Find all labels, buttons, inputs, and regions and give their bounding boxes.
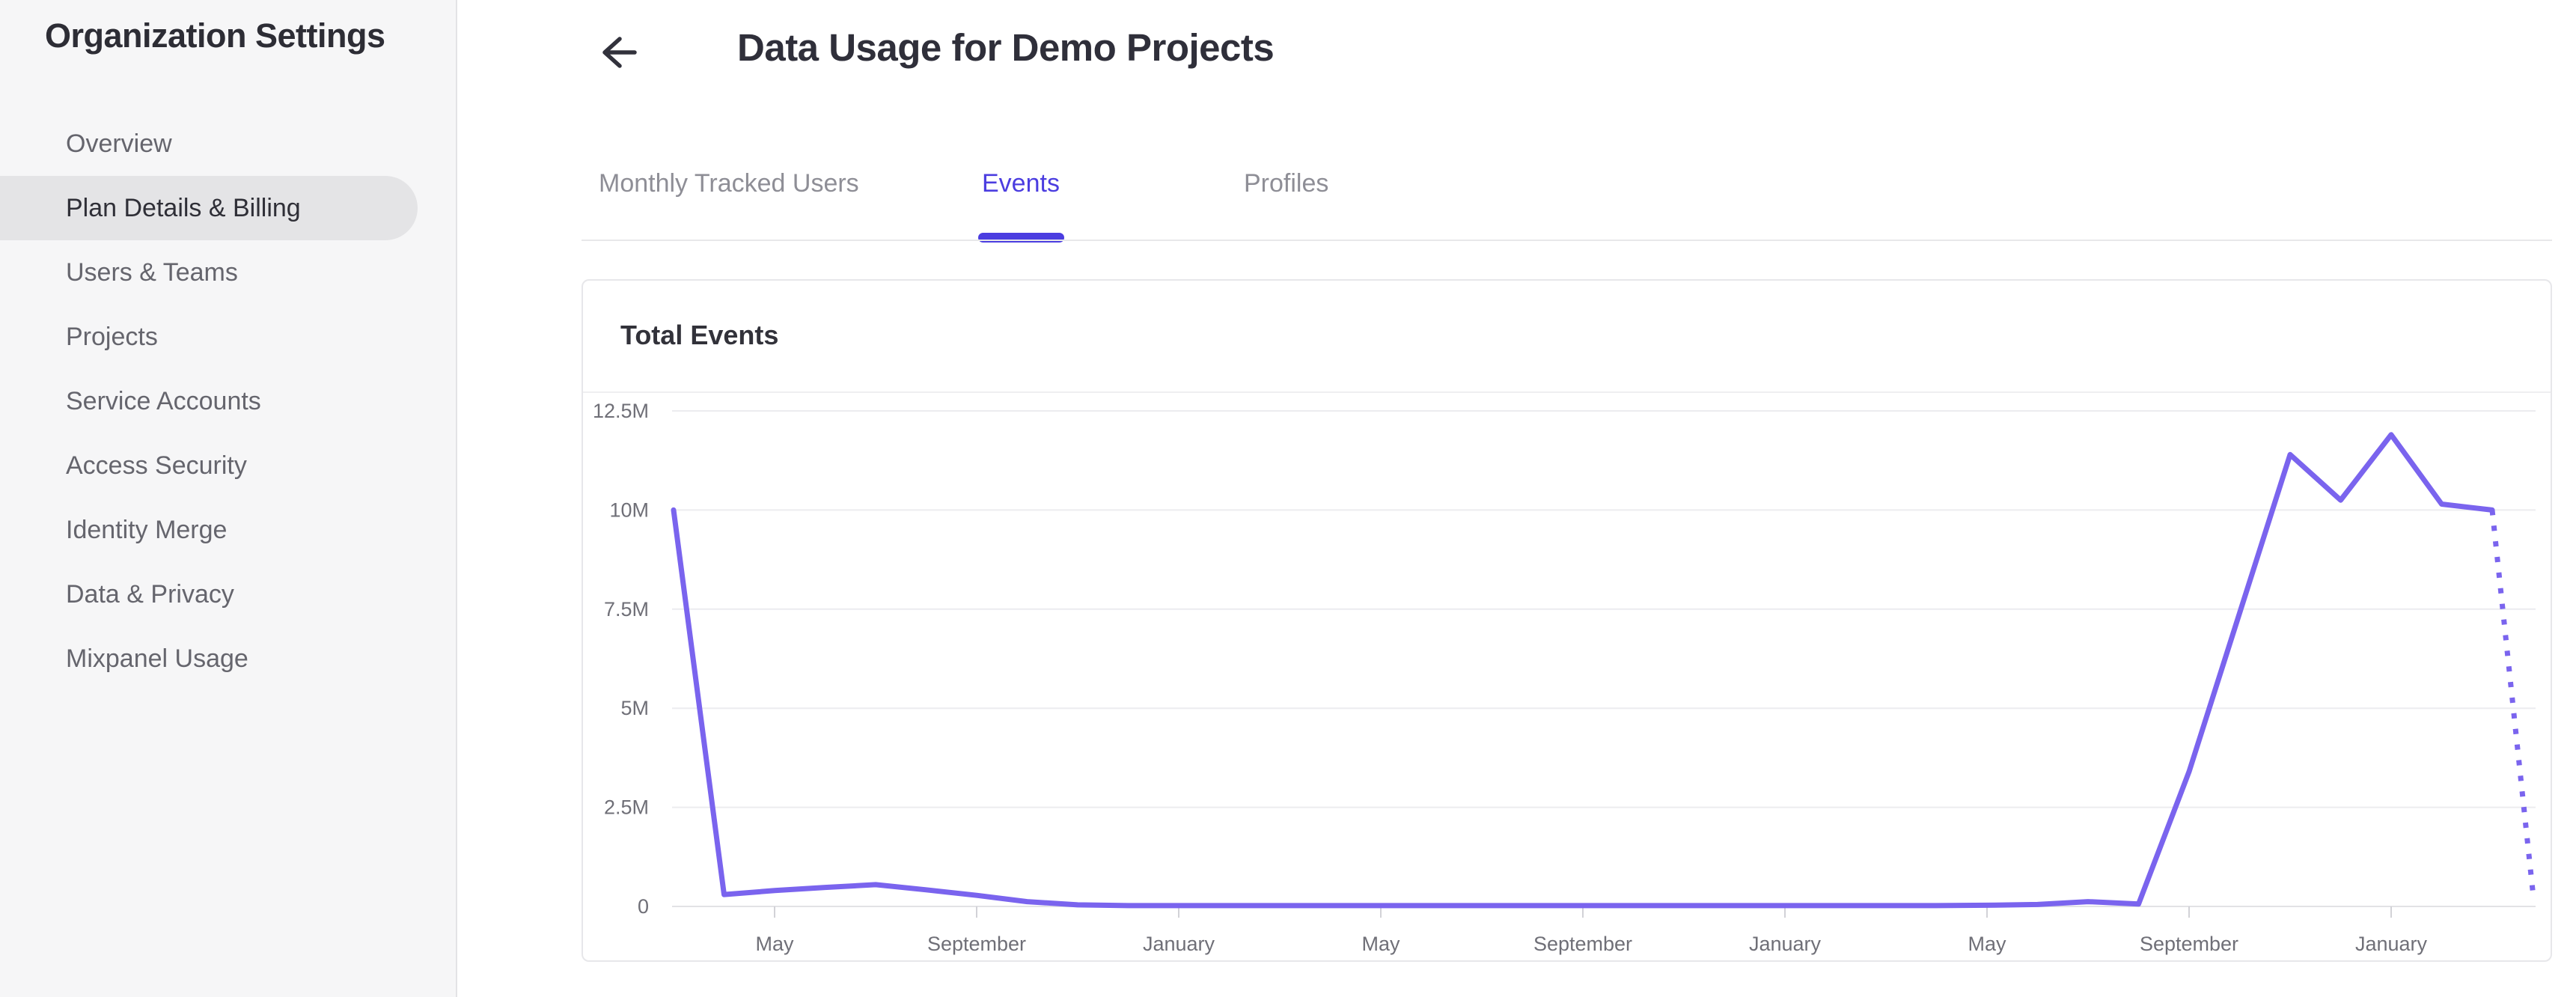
- tab-monthly-tracked-users[interactable]: Monthly Tracked Users: [599, 169, 859, 198]
- sidebar-item-label: Access Security: [66, 451, 247, 480]
- total-events-card: Total Events 0 2.5M 5M 7.5M 10M 12.5M May Septe…: [582, 279, 2552, 962]
- tab-label: Monthly Tracked Users: [599, 169, 859, 198]
- sidebar-title: Organization Settings: [45, 16, 385, 55]
- sidebar-item-label: Identity Merge: [66, 515, 228, 544]
- events-line-projection: [2489, 510, 2536, 897]
- y-axis-label: 12.5M: [593, 400, 649, 422]
- tab-label: Events: [982, 169, 1060, 198]
- x-axis-label: January: [2355, 933, 2428, 955]
- sidebar-item-access-security[interactable]: Access Security: [0, 433, 457, 498]
- y-axis-label: 7.5M: [604, 598, 649, 621]
- x-axis-label: May: [1361, 933, 1400, 955]
- x-axis-label: January: [1143, 933, 1215, 955]
- tab-label: Profiles: [1244, 169, 1329, 198]
- sidebar-item-label: Plan Details & Billing: [66, 193, 301, 222]
- x-axis-label: September: [2140, 933, 2238, 955]
- sidebar-item-users-and-teams[interactable]: Users & Teams: [0, 240, 457, 305]
- sidebar-item-mixpanel-usage[interactable]: Mixpanel Usage: [0, 626, 457, 691]
- sidebar-item-overview[interactable]: Overview: [0, 112, 457, 176]
- sidebar-item-service-accounts[interactable]: Service Accounts: [0, 369, 457, 433]
- sidebar-item-projects[interactable]: Projects: [0, 305, 457, 369]
- tab-bar-divider: [582, 240, 2552, 241]
- sidebar-item-label: Overview: [66, 129, 172, 158]
- x-axis-label: January: [1749, 933, 1822, 955]
- total-events-chart: 0 2.5M 5M 7.5M 10M 12.5M May September January Ma…: [583, 393, 2549, 959]
- y-axis-label: 0: [638, 895, 649, 918]
- x-axis-label: September: [927, 933, 1026, 955]
- chart-svg: 0 2.5M 5M 7.5M 10M 12.5M May September January Ma…: [593, 400, 2536, 955]
- sidebar-nav: Overview Plan Details & Billing Users & Te…: [0, 112, 457, 691]
- card-title: Total Events: [620, 320, 779, 350]
- x-axis-label: May: [755, 933, 794, 955]
- sidebar-item-data-and-privacy[interactable]: Data & Privacy: [0, 562, 457, 626]
- x-axis-label: September: [1533, 933, 1632, 955]
- sidebar: Organization Settings Overview Plan Detai…: [0, 0, 457, 997]
- sidebar-item-label: Users & Teams: [66, 257, 238, 287]
- sidebar-item-label: Data & Privacy: [66, 579, 234, 609]
- sidebar-item-label: Service Accounts: [66, 386, 261, 415]
- tab-events[interactable]: Events: [978, 169, 1064, 243]
- sidebar-item-label: Projects: [66, 322, 158, 351]
- tab-profiles[interactable]: Profiles: [1244, 169, 1328, 198]
- sidebar-item-plan-details-and-billing[interactable]: Plan Details & Billing: [0, 176, 418, 240]
- y-axis-label: 2.5M: [604, 796, 649, 819]
- page-title: Data Usage for Demo Projects: [737, 26, 1275, 69]
- y-axis-label: 5M: [620, 697, 649, 719]
- card-header-divider: [583, 391, 2551, 393]
- x-axis-label: May: [1968, 933, 2006, 955]
- back-button[interactable]: [594, 30, 639, 75]
- y-axis-label: 10M: [609, 498, 649, 521]
- sidebar-item-label: Mixpanel Usage: [66, 644, 248, 673]
- sidebar-item-identity-merge[interactable]: Identity Merge: [0, 498, 457, 562]
- events-line: [671, 432, 2495, 909]
- back-arrow-icon: [602, 37, 637, 68]
